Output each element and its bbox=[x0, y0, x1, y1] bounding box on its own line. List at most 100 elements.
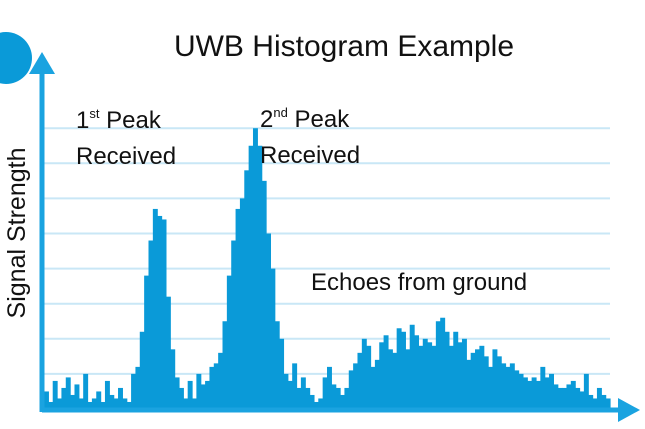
histogram-bar-115 bbox=[544, 377, 550, 409]
histogram-bar-17 bbox=[118, 387, 123, 409]
histogram-bar-108 bbox=[514, 370, 520, 409]
histogram-bar-74 bbox=[366, 345, 372, 409]
histogram-bar-10 bbox=[87, 401, 93, 409]
histogram-bar-15 bbox=[109, 394, 115, 409]
histogram-bar-26 bbox=[157, 215, 163, 409]
histogram-bar-90 bbox=[435, 321, 441, 409]
histogram-bar-39 bbox=[213, 363, 219, 409]
histogram-bar-106 bbox=[505, 366, 511, 409]
histogram-bar-56 bbox=[287, 380, 293, 409]
histogram-bar-99 bbox=[475, 349, 480, 409]
histogram-bar-92 bbox=[444, 331, 450, 409]
histogram-bar-61 bbox=[309, 394, 315, 409]
histogram-bar-37 bbox=[205, 380, 211, 409]
histogram-bar-52 bbox=[270, 268, 276, 409]
histogram-bar-62 bbox=[313, 401, 319, 409]
histogram-bar-38 bbox=[209, 366, 215, 409]
histogram-bar-5 bbox=[65, 377, 71, 409]
histogram-bar-16 bbox=[113, 398, 119, 409]
histogram-bar-72 bbox=[357, 352, 363, 409]
histogram-bar-116 bbox=[549, 373, 554, 409]
histogram-bar-33 bbox=[187, 380, 193, 409]
histogram-bar-127 bbox=[596, 387, 602, 409]
histogram-bar-24 bbox=[148, 240, 154, 409]
histogram-bar-60 bbox=[305, 387, 311, 409]
histogram-bar-41 bbox=[222, 321, 228, 409]
histogram-bar-102 bbox=[488, 366, 494, 409]
corner-badge-circle bbox=[0, 32, 32, 84]
histogram-bar-0 bbox=[44, 391, 49, 409]
histogram-bar-75 bbox=[370, 366, 376, 409]
histogram-bar-65 bbox=[327, 366, 332, 409]
histogram-bar-19 bbox=[126, 401, 132, 409]
histogram-bar-27 bbox=[161, 219, 167, 409]
annotation-first-peak-word: Peak bbox=[99, 107, 161, 134]
histogram-bar-9 bbox=[83, 373, 89, 409]
histogram-bar-50 bbox=[261, 180, 267, 409]
histogram-bar-36 bbox=[200, 384, 206, 409]
histogram-bar-111 bbox=[527, 380, 533, 409]
histogram-bar-20 bbox=[131, 373, 137, 409]
histogram-bar-1 bbox=[48, 401, 54, 409]
histogram-bar-123 bbox=[579, 391, 585, 409]
histogram-bar-42 bbox=[226, 275, 232, 409]
histogram-bar-83 bbox=[405, 349, 411, 409]
histogram-bar-43 bbox=[231, 240, 237, 409]
histogram-bar-44 bbox=[235, 208, 241, 409]
histogram-bar-82 bbox=[401, 331, 406, 409]
histogram-bar-67 bbox=[335, 387, 341, 409]
histogram-bar-81 bbox=[396, 328, 402, 409]
annotation-first-peak: 1st Peak bbox=[76, 106, 162, 134]
histogram-bar-107 bbox=[509, 363, 515, 409]
histogram-bar-31 bbox=[178, 387, 184, 409]
gridlines bbox=[44, 127, 610, 375]
histogram-bar-129 bbox=[605, 398, 611, 409]
histogram-bar-91 bbox=[440, 317, 446, 409]
histogram-bar-32 bbox=[183, 398, 189, 409]
histogram-bar-117 bbox=[553, 384, 559, 409]
histogram-bar-46 bbox=[244, 170, 250, 409]
histogram-bar-28 bbox=[165, 296, 171, 409]
histogram-bar-94 bbox=[453, 331, 459, 409]
histogram-bar-119 bbox=[562, 387, 568, 409]
histogram-bar-11 bbox=[91, 398, 97, 409]
histogram-bar-30 bbox=[174, 377, 180, 409]
annotation-first-peak-line2: Received bbox=[76, 143, 176, 170]
histogram-bar-12 bbox=[96, 391, 102, 409]
histogram-bar-113 bbox=[535, 380, 541, 409]
y-axis-arrow-icon bbox=[29, 52, 55, 74]
histogram-bar-35 bbox=[196, 373, 202, 409]
histogram-bar-58 bbox=[296, 387, 302, 409]
annotation-echoes: Echoes from ground bbox=[311, 269, 527, 296]
histogram-bar-98 bbox=[470, 352, 476, 409]
histogram-bar-101 bbox=[483, 356, 489, 409]
histogram-bar-118 bbox=[557, 387, 563, 409]
histogram-bar-88 bbox=[427, 342, 433, 409]
histogram-bar-29 bbox=[170, 349, 176, 409]
histogram-bar-40 bbox=[218, 352, 224, 409]
histogram-bar-18 bbox=[122, 398, 128, 409]
histogram-bar-109 bbox=[518, 373, 524, 409]
histogram-bars bbox=[44, 128, 611, 409]
histogram-bar-7 bbox=[74, 384, 80, 409]
histogram-bar-105 bbox=[501, 363, 507, 409]
histogram-bar-48 bbox=[252, 128, 258, 409]
histogram-bar-97 bbox=[466, 359, 472, 409]
histogram-bar-73 bbox=[361, 338, 367, 409]
histogram-bar-4 bbox=[61, 387, 67, 409]
annotation-second-peak-line2: Received bbox=[260, 142, 360, 169]
histogram-bar-23 bbox=[144, 275, 150, 409]
histogram-bar-49 bbox=[257, 145, 263, 409]
annotation-first-peak-number: 1 bbox=[76, 107, 89, 134]
histogram-bar-126 bbox=[592, 398, 598, 409]
histogram-bar-76 bbox=[374, 359, 380, 409]
histogram-bar-68 bbox=[340, 394, 346, 409]
histogram-bar-25 bbox=[152, 208, 158, 409]
annotation-first-peak-suffix: st bbox=[89, 106, 100, 121]
histogram-bar-114 bbox=[540, 366, 546, 409]
histogram-bar-54 bbox=[279, 338, 285, 409]
histogram-bar-59 bbox=[300, 377, 306, 409]
histogram-bar-6 bbox=[70, 394, 76, 409]
histogram-bar-110 bbox=[522, 377, 528, 409]
